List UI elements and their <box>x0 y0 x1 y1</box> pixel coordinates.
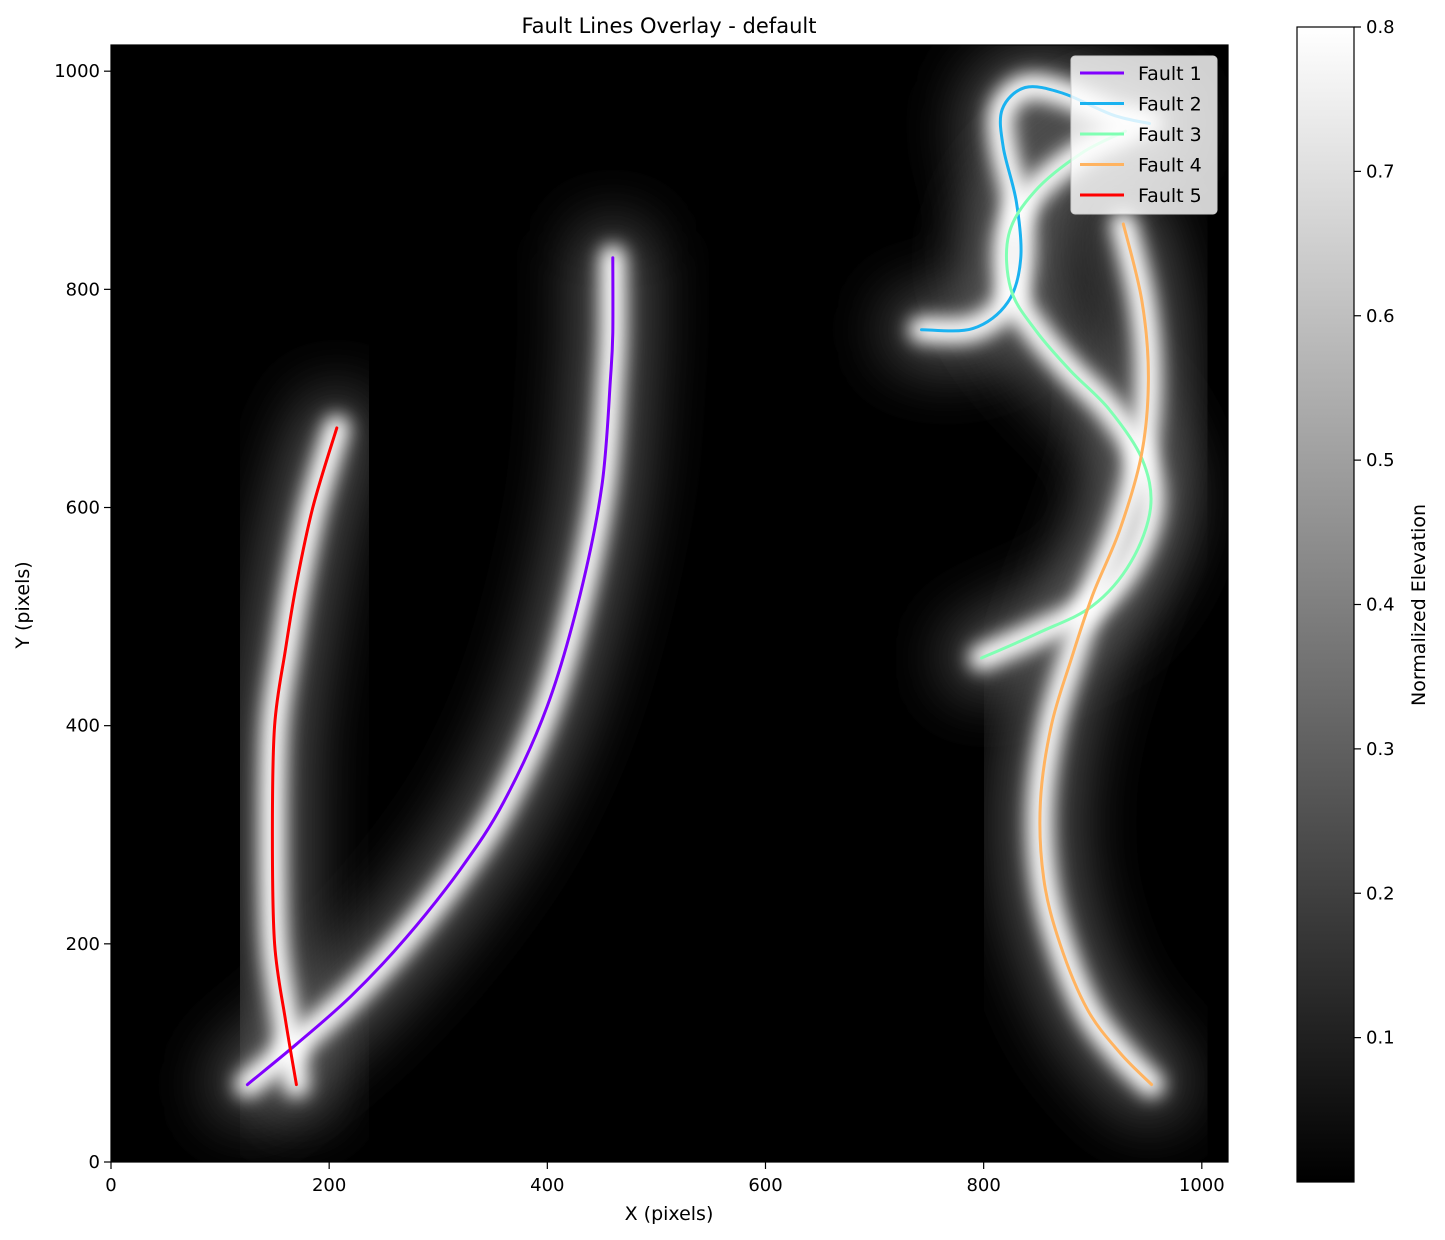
x-tick-label: 200 <box>312 1175 346 1196</box>
colorbar-tick-label: 0.3 <box>1366 739 1395 760</box>
x-tick-label: 400 <box>530 1175 564 1196</box>
y-tick-label: 800 <box>66 279 100 300</box>
plot-area <box>110 44 1229 1163</box>
y-axis: 0 200 400 600 800 1000 <box>54 61 111 1173</box>
legend-label: Fault 4 <box>1138 155 1202 177</box>
legend: Fault 1 Fault 2 Fault 3 Fault 4 Fault 5 <box>1070 55 1218 215</box>
colorbar-tick-label: 0.5 <box>1366 450 1395 471</box>
y-tick-label: 400 <box>66 716 100 737</box>
legend-label: Fault 3 <box>1138 124 1202 146</box>
y-tick-label: 200 <box>66 934 100 955</box>
x-tick-label: 800 <box>966 1175 1000 1196</box>
fault-line-5 <box>270 426 339 1087</box>
legend-box <box>1070 55 1218 215</box>
chart-title: Fault Lines Overlay - default <box>522 14 817 38</box>
x-axis: 0 200 400 600 800 1000 <box>105 1162 1225 1196</box>
colorbar-tick-label: 0.2 <box>1366 883 1395 904</box>
x-axis-label: X (pixels) <box>625 1203 714 1225</box>
y-tick-label: 0 <box>89 1152 100 1173</box>
y-tick-label: 1000 <box>54 61 100 82</box>
y-tick-label: 600 <box>66 498 100 519</box>
colorbar-gradient <box>1296 26 1355 1183</box>
colorbar-tick-label: 0.1 <box>1366 1028 1395 1049</box>
legend-label: Fault 5 <box>1138 185 1202 207</box>
colorbar-label: Normalized Elevation <box>1408 504 1430 706</box>
legend-label: Fault 2 <box>1138 94 1202 116</box>
plot-frame <box>110 44 1229 1163</box>
colorbar-tick-label: 0.8 <box>1366 17 1395 38</box>
colorbar-tick-label: 0.4 <box>1366 595 1395 616</box>
fault-line-1 <box>245 256 615 1087</box>
fault-line-4 <box>1038 222 1154 1087</box>
y-axis-label: Y (pixels) <box>12 561 34 649</box>
fault-line-3 <box>980 129 1153 660</box>
x-tick-label: 1000 <box>1179 1175 1225 1196</box>
colorbar-tick-label: 0.6 <box>1366 306 1395 327</box>
colorbar-tick-label: 0.7 <box>1366 161 1395 182</box>
x-tick-label: 0 <box>105 1175 116 1196</box>
colorbar: 0.1 0.2 0.3 0.4 0.5 0.6 0.7 0.8 <box>1296 17 1395 1183</box>
x-tick-label: 600 <box>748 1175 782 1196</box>
legend-label: Fault 1 <box>1138 63 1202 85</box>
